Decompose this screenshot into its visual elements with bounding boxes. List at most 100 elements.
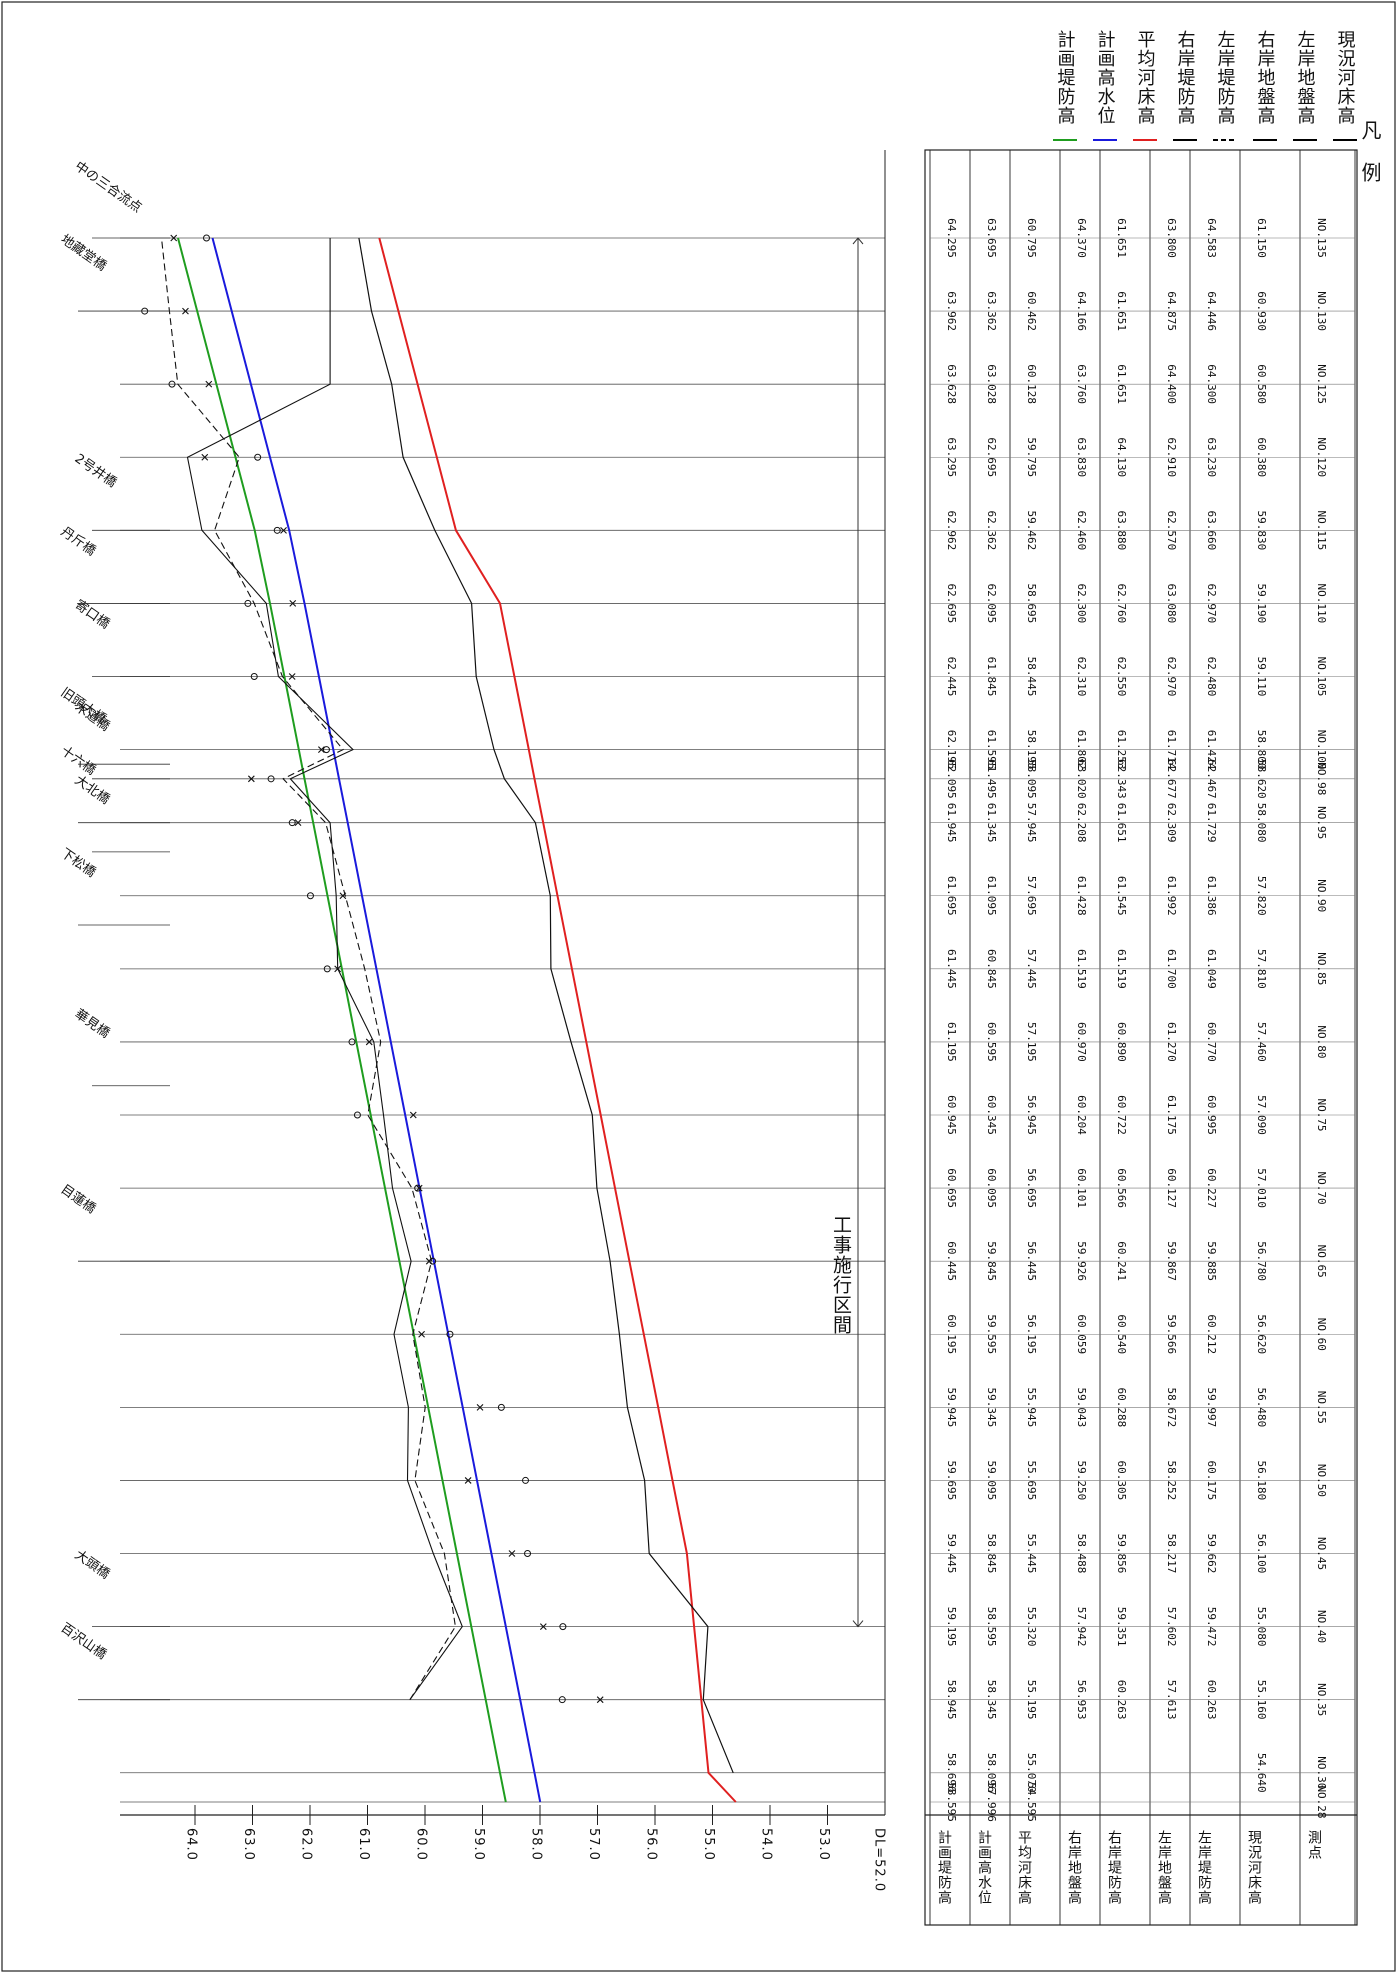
table-value-cell: 62.480 <box>1205 657 1218 697</box>
table-value-cell: 56.953 <box>1075 1680 1088 1720</box>
table-value-cell: 63.800 <box>1165 218 1178 258</box>
table-value-cell: 57.195 <box>1025 1022 1038 1062</box>
table-value-cell: 59.472 <box>1205 1607 1218 1647</box>
table-value-cell: 56.445 <box>1025 1241 1038 1281</box>
table-value-cell: 61.992 <box>1165 876 1178 916</box>
table-value-cell: 62.460 <box>1075 510 1088 550</box>
table-header-cell: 計画堤防高 <box>936 1830 952 1905</box>
table-value-cell: 61.175 <box>1165 1095 1178 1135</box>
elevation-tick-label: 60.0 <box>414 1828 429 1861</box>
table-value-cell: 62.310 <box>1075 657 1088 697</box>
table-value-cell: NO.100 <box>1315 730 1328 770</box>
profile-plot-area: 64.0 63.0 62.0 61.0 60.0 59.0 58.0 57.0 56.0 55.0… <box>58 150 887 1892</box>
table-value-cell: 62.962 <box>945 510 958 550</box>
bridge-label: 寄口橋 <box>72 597 113 632</box>
table-value-cell: 59.695 <box>945 1461 958 1501</box>
right-ground-point <box>294 819 302 827</box>
table-value-cell: 58.252 <box>1165 1461 1178 1501</box>
table-value-cell: NO.110 <box>1315 584 1328 624</box>
table-value-cell: 62.570 <box>1165 510 1178 550</box>
table-value-cell: 56.195 <box>1025 1314 1038 1354</box>
table-value-cell: 60.945 <box>945 1095 958 1135</box>
right-ground-point <box>596 1696 604 1704</box>
table-value-cell: 59.795 <box>1025 437 1038 477</box>
table-value-cell: 61.945 <box>945 803 958 843</box>
legend-item-label: 現況河床高 <box>1335 30 1356 125</box>
table-value-cell: 60.770 <box>1205 1022 1218 1062</box>
elevation-tick-label: 61.0 <box>356 1828 371 1861</box>
table-value-cell: 56.180 <box>1255 1461 1268 1501</box>
table-value-cell: 62.695 <box>945 584 958 624</box>
table-value-cell: 58.217 <box>1165 1534 1178 1574</box>
table-value-cell: 59.926 <box>1075 1241 1088 1281</box>
table-value-cell: 63.695 <box>985 218 998 258</box>
table-value-cell: 61.802 <box>1075 730 1088 770</box>
datum-label: DL=52.0 <box>872 1828 887 1892</box>
table-value-cell: 63.028 <box>985 364 998 404</box>
table-value-cell: 61.714 <box>1165 730 1178 770</box>
table-value-cell: NO.70 <box>1315 1172 1328 1205</box>
table-value-cell: 63.660 <box>1205 510 1218 550</box>
table-value-cell: 56.695 <box>1025 1168 1038 1208</box>
table-value-cell: NO.105 <box>1315 657 1328 697</box>
table-value-cell: 64.300 <box>1205 364 1218 404</box>
table-value-cell: 59.250 <box>1075 1461 1088 1501</box>
table-value-cell: 62.677 <box>1165 759 1178 799</box>
right-ground-point <box>280 526 287 534</box>
table-value-cell: 62.300 <box>1075 584 1088 624</box>
series-current-bed-line <box>358 237 734 1774</box>
table-header-cell: 現況河床高 <box>1246 1830 1262 1905</box>
table-value-cell: NO.75 <box>1315 1098 1328 1131</box>
left-ground-point <box>558 1696 566 1704</box>
left-ground-point <box>306 892 314 900</box>
left-ground-point <box>250 673 258 681</box>
table-value-cell: 59.445 <box>945 1534 958 1574</box>
table-value-cell: 60.795 <box>1025 218 1038 258</box>
table-value-cell: 60.380 <box>1255 437 1268 477</box>
table-value-cell: 59.110 <box>1255 657 1268 697</box>
table-value-cell: 60.263 <box>1205 1680 1218 1720</box>
bridge-label: 十六橋 <box>58 744 99 779</box>
left-ground-point <box>254 453 262 461</box>
table-value-cell: 60.345 <box>985 1095 998 1135</box>
table-value-cell: 60.540 <box>1115 1314 1128 1354</box>
table-value-cell: 60.128 <box>1025 364 1038 404</box>
table-value-cell: 59.190 <box>1255 584 1268 624</box>
table-value-cell: 55.945 <box>1025 1387 1038 1427</box>
table-value-cell: 61.049 <box>1205 949 1218 989</box>
right-ground-point <box>418 1330 425 1338</box>
table-value-cell: 63.880 <box>1115 510 1128 550</box>
table-value-cell: 60.227 <box>1205 1168 1218 1208</box>
table-value-cell: 61.651 <box>1115 364 1128 404</box>
right-ground-point <box>365 1038 373 1046</box>
table-value-cell: 58.345 <box>985 1680 998 1720</box>
right-ground-point <box>170 234 178 242</box>
table-value-cell: 61.270 <box>1165 1022 1178 1062</box>
elevation-tick-label: 62.0 <box>299 1828 314 1861</box>
table-value-cell: 60.204 <box>1075 1095 1088 1135</box>
table-value-cell: NO.90 <box>1315 879 1328 912</box>
table-value-cell: 59.845 <box>985 1241 998 1281</box>
table-value-cell: 59.662 <box>1205 1534 1218 1574</box>
right-ground-point <box>415 1184 423 1192</box>
table-value-cell: 55.695 <box>1025 1461 1038 1501</box>
elevation-tick-label: 56.0 <box>644 1828 659 1861</box>
right-ground-point <box>201 453 209 461</box>
table-value-cell: 64.400 <box>1165 364 1178 404</box>
bridge-label: 丹斤橋 <box>58 524 99 559</box>
table-value-cell: 61.095 <box>985 876 998 916</box>
left-ground-point <box>522 1476 530 1484</box>
table-value-cell: 61.519 <box>1075 949 1088 989</box>
table-value-cell: 58.672 <box>1165 1387 1178 1427</box>
table-value-cell: NO.35 <box>1315 1683 1328 1716</box>
table-value-cell: 58.620 <box>1255 759 1268 799</box>
table-header-cell: 左岸堤防高 <box>1196 1830 1212 1905</box>
table-value-cell: 59.351 <box>1115 1607 1128 1647</box>
right-ground-point <box>409 1111 417 1119</box>
elevation-tick-label: 64.0 <box>184 1828 199 1861</box>
table-value-cell: 60.212 <box>1205 1314 1218 1354</box>
right-ground-point <box>205 380 213 388</box>
table-value-cell: 58.945 <box>945 1680 958 1720</box>
table-value-cell: 60.695 <box>945 1168 958 1208</box>
